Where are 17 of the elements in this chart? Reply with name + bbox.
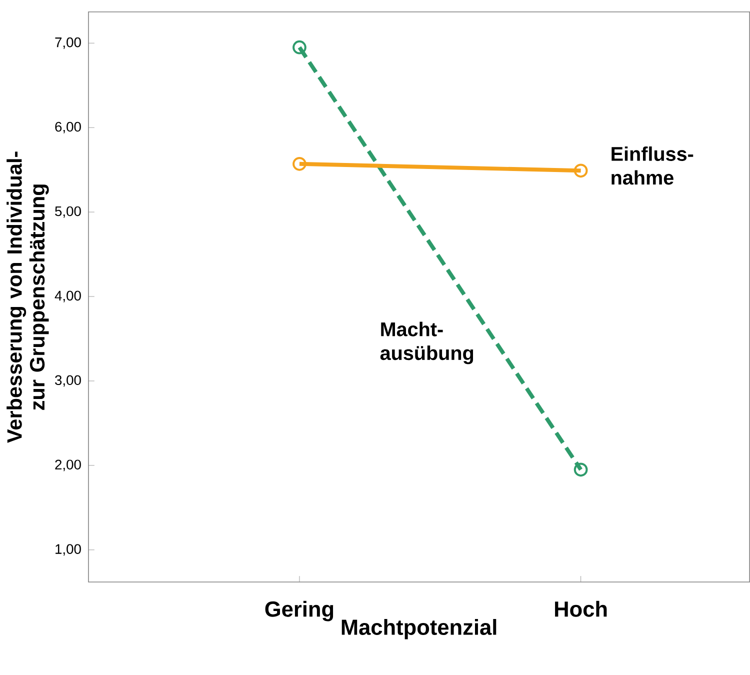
point <box>292 40 306 54</box>
y-axis-title: Verbesserung von Individual- zur Gruppenschätzung <box>6 152 49 443</box>
x-axis-title: Machtpotenzial <box>342 618 496 640</box>
y-tick-label: 7,00 <box>55 37 81 49</box>
point <box>574 462 588 477</box>
x-tick-label: Hoch <box>555 600 607 617</box>
y-tick-label: 5,00 <box>55 206 81 218</box>
y-tick-label: 6,00 <box>55 122 81 134</box>
y-tick-label: 3,00 <box>55 375 81 387</box>
series-label: Einfluss-nahme <box>612 146 694 185</box>
x-tick-label: Gering <box>265 600 334 622</box>
series-label: Macht-ausübung <box>380 322 474 364</box>
point <box>574 164 588 178</box>
y-tick-label: 1,00 <box>56 544 81 556</box>
point <box>292 156 306 171</box>
y-tick-label: 4,00 <box>54 290 81 302</box>
y-tick-label: 2,00 <box>55 460 81 472</box>
